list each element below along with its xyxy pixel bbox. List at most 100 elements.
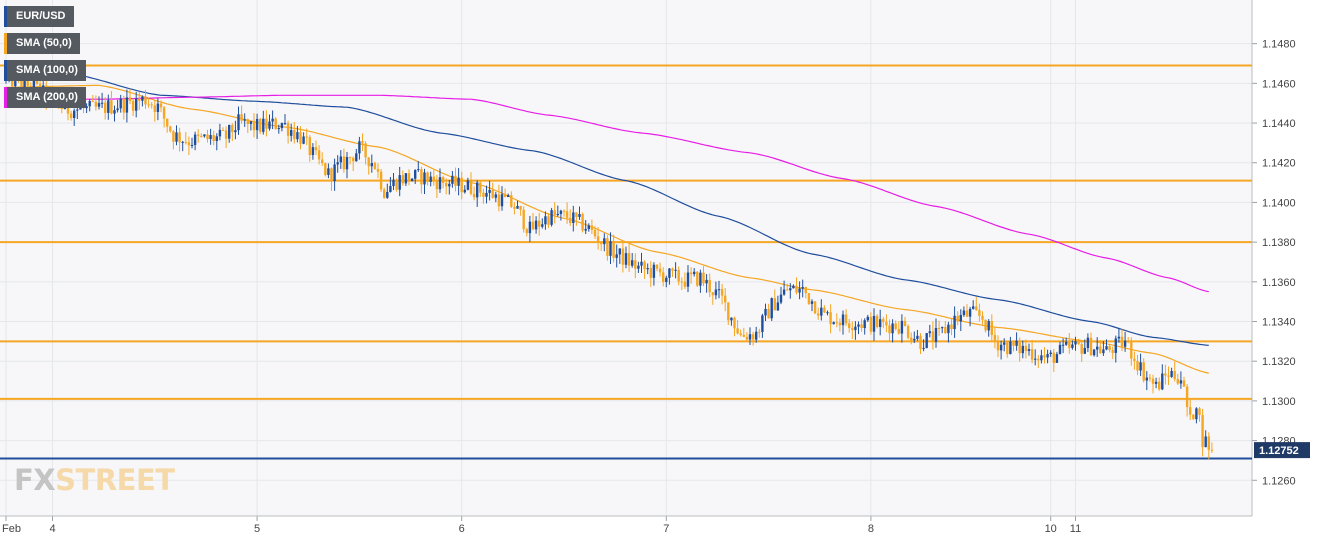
candle-body — [476, 182, 479, 198]
candle-body — [311, 147, 315, 156]
current-price-tag — [1254, 442, 1310, 459]
candle-body — [1154, 381, 1158, 384]
candle-body — [975, 306, 978, 310]
candle-body — [277, 128, 280, 130]
candle-body — [538, 220, 541, 227]
candle-body — [835, 322, 838, 324]
candle-body — [1092, 349, 1096, 356]
candle-body — [534, 220, 538, 230]
candle-body — [128, 97, 132, 101]
candle-body — [919, 335, 922, 349]
candle-body — [460, 177, 463, 193]
candle-body — [965, 310, 969, 317]
fxstreet-logo: FXSTREET — [14, 463, 175, 497]
candle-body — [742, 334, 745, 337]
candle-body — [398, 175, 401, 190]
candle-body — [962, 310, 966, 316]
candle-body — [35, 80, 39, 84]
candle-body — [1123, 340, 1127, 347]
candle-body — [379, 171, 383, 190]
candle-body — [268, 121, 271, 129]
candle-body — [615, 254, 618, 258]
candle-body — [135, 98, 138, 111]
candle-body — [423, 172, 426, 185]
candle-body — [801, 287, 804, 289]
candle-body — [69, 113, 73, 118]
candle-body — [792, 285, 795, 289]
candle-body — [751, 334, 755, 340]
candle-body — [906, 326, 910, 338]
y-tick-label: 1.1380 — [1262, 237, 1296, 249]
candle-body — [941, 327, 944, 329]
candle-body — [1080, 344, 1083, 354]
candle-body — [624, 253, 628, 265]
y-tick-label: 1.1480 — [1262, 39, 1296, 51]
candle-body — [305, 136, 308, 138]
candle-body — [798, 288, 801, 293]
legend-swatch-sma50 — [4, 33, 7, 54]
candle-body — [910, 337, 913, 341]
candle-body — [770, 298, 773, 319]
legend-label-sma100: SMA (100,0) — [7, 60, 86, 81]
candle-body — [649, 268, 652, 278]
candle-body — [1052, 352, 1055, 363]
candle-body — [500, 194, 504, 207]
candle-body — [451, 175, 454, 184]
candle-body — [758, 331, 761, 333]
candle-body — [1068, 341, 1071, 348]
candle-body — [200, 135, 203, 137]
candle-body — [590, 225, 594, 230]
candle-body — [317, 150, 321, 160]
candle-body — [510, 195, 513, 207]
candle-body — [262, 118, 265, 132]
candle-body — [894, 323, 897, 329]
candle-body — [832, 322, 835, 325]
candle-body — [1139, 362, 1142, 371]
candle-body — [445, 182, 448, 187]
candle-body — [1030, 349, 1034, 360]
candle-body — [240, 114, 243, 121]
candle-body — [826, 312, 829, 314]
candle-body — [522, 209, 525, 230]
candle-body — [153, 105, 156, 112]
candle-body — [575, 212, 578, 217]
candle-body — [333, 164, 336, 182]
candle-body — [739, 333, 742, 335]
candle-body — [197, 134, 200, 136]
candle-body — [696, 271, 699, 286]
candle-body — [1182, 380, 1186, 387]
candle-body — [485, 192, 488, 197]
candle-body — [395, 179, 398, 190]
candle-body — [184, 141, 187, 143]
candle-body — [417, 169, 420, 171]
candle-body — [1210, 449, 1214, 451]
candle-body — [1074, 341, 1077, 345]
y-tick-label: 1.1340 — [1262, 317, 1296, 329]
candle-body — [32, 80, 36, 91]
candle-body — [637, 265, 640, 269]
legend-label-sma200: SMA (200,0) — [7, 87, 86, 108]
candle-body — [503, 194, 507, 197]
candle-body — [181, 141, 184, 143]
candle-body — [556, 213, 559, 216]
candle-body — [175, 132, 178, 142]
x-tick-label: 4 — [49, 523, 55, 535]
candle-body — [324, 163, 327, 175]
candle-body — [972, 306, 975, 309]
candle-body — [296, 132, 299, 140]
candle-body — [1065, 341, 1068, 345]
candle-body — [1164, 373, 1167, 376]
candle-body — [190, 144, 194, 146]
candle-body — [1061, 344, 1065, 346]
candle-body — [358, 141, 361, 154]
candle-body — [441, 177, 445, 183]
candle-body — [668, 268, 671, 278]
candle-body — [900, 320, 904, 334]
candle-body — [1089, 337, 1093, 356]
candle-body — [352, 157, 355, 162]
candle-body — [627, 253, 631, 266]
candle-body — [20, 77, 23, 89]
candle-body — [401, 175, 404, 184]
candle-body — [844, 314, 848, 324]
candle-body — [745, 336, 749, 340]
